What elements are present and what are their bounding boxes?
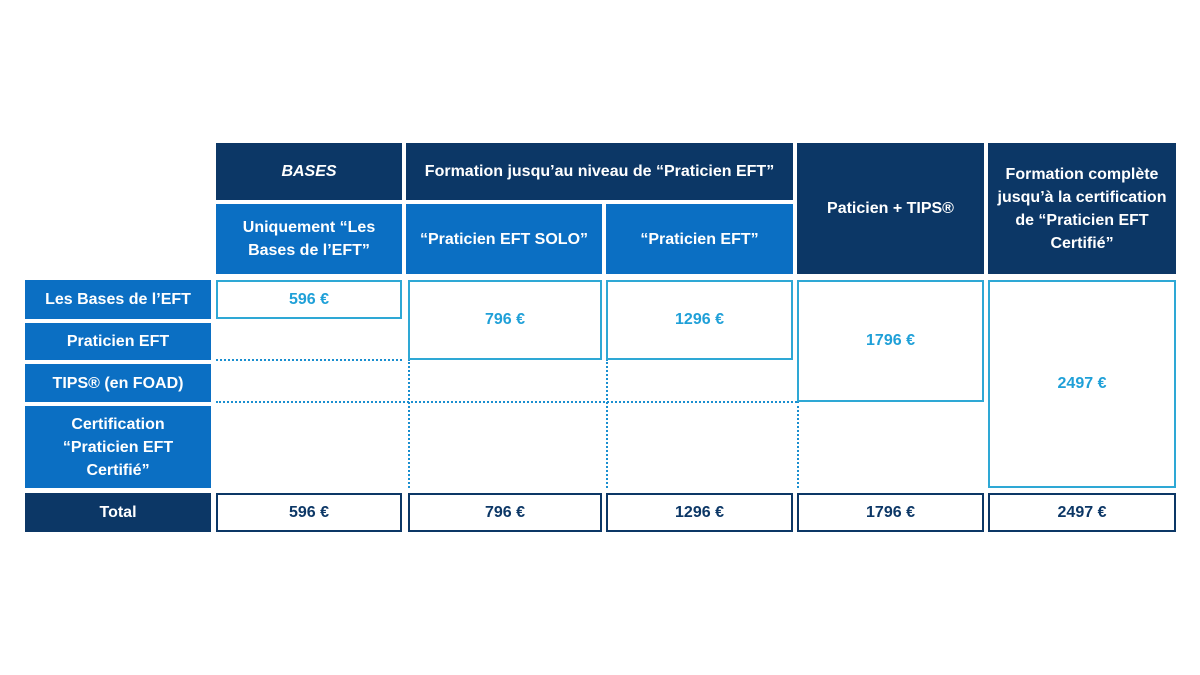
total-praticien-tips: 1796 €	[797, 493, 984, 532]
row-label-certification: Certification “Praticien EFT Certifié”	[25, 406, 211, 488]
row-label-praticien: Praticien EFT	[25, 323, 211, 360]
price-praticien-tips: 1796 €	[797, 280, 984, 402]
row-label-bases: Les Bases de l’EFT	[25, 280, 211, 319]
header-uniquement-bases: Uniquement “Les Bases de l’EFT”	[216, 204, 402, 274]
total-praticien-solo: 796 €	[408, 493, 602, 532]
price-formation-complete: 2497 €	[988, 280, 1176, 488]
row-label-tips: TIPS® (en FOAD)	[25, 364, 211, 402]
total-bases: 596 €	[216, 493, 402, 532]
total-praticien-eft: 1296 €	[606, 493, 793, 532]
dotted-divider	[216, 359, 402, 361]
dotted-divider	[606, 359, 608, 488]
price-praticien-eft: 1296 €	[606, 280, 793, 360]
price-bases: 596 €	[216, 280, 402, 319]
header-formation-complete: Formation complète jusqu’à la certificat…	[988, 143, 1176, 274]
header-praticien-solo: “Praticien EFT SOLO”	[406, 204, 602, 274]
header-praticien-tips: Paticien + TIPS®	[797, 143, 984, 274]
total-formation-complete: 2497 €	[988, 493, 1176, 532]
row-label-total: Total	[25, 493, 211, 532]
price-praticien-solo: 796 €	[408, 280, 602, 360]
header-praticien-eft: “Praticien EFT”	[606, 204, 793, 274]
dotted-divider	[216, 401, 797, 403]
dotted-divider	[408, 359, 410, 488]
dotted-divider	[797, 401, 799, 488]
header-formation-praticien: Formation jusqu’au niveau de “Praticien …	[406, 143, 793, 200]
header-bases: BASES	[216, 143, 402, 200]
